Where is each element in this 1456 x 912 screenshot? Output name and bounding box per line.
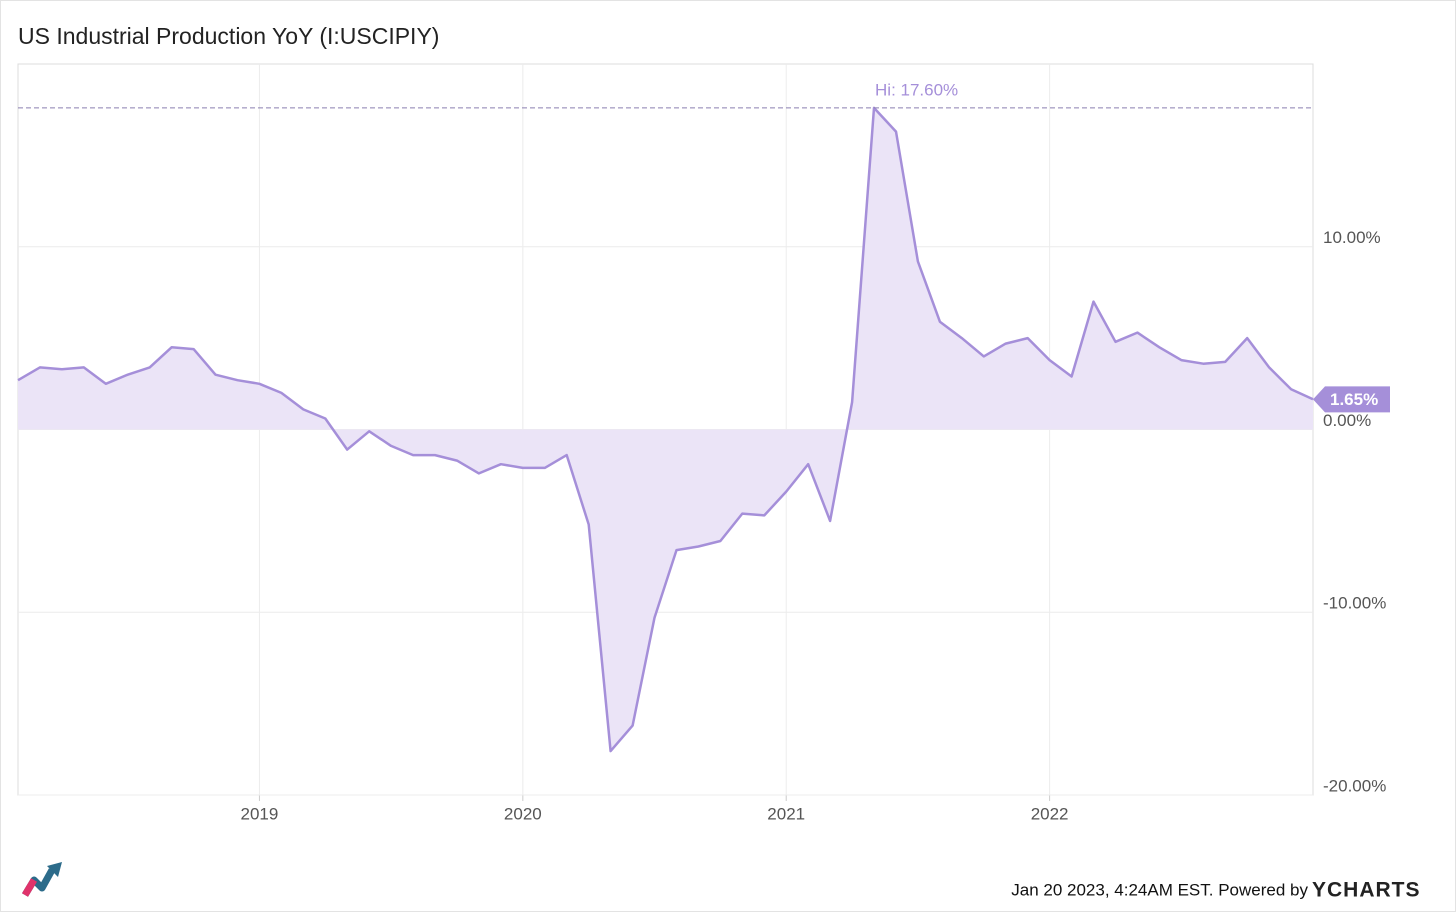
area xyxy=(18,107,1313,752)
y-tick-label: -20.00% xyxy=(1323,776,1386,795)
high-label: Hi: 17.60% xyxy=(875,80,958,99)
last-value-label: 1.65% xyxy=(1330,390,1378,409)
y-tick-label: -10.00% xyxy=(1323,594,1386,613)
chart-title: US Industrial Production YoY (I:USCIPIY) xyxy=(18,23,439,49)
x-tick-label: 2022 xyxy=(1031,804,1069,823)
y-tick-label: 10.00% xyxy=(1323,228,1381,247)
x-tick-label: 2019 xyxy=(241,804,279,823)
y-tick-label: 0.00% xyxy=(1323,411,1371,430)
footer: Jan 20 2023, 4:24AM EST. Powered by xyxy=(1011,880,1308,899)
plot: 2019 2020 2021 2022 10.00% 0.00% -10.00% -20.00… xyxy=(17,63,1390,823)
x-tick-label: 2021 xyxy=(767,804,805,823)
logo xyxy=(21,862,62,897)
x-tick-label: 2020 xyxy=(504,804,542,823)
brand: YCHARTS xyxy=(1312,879,1421,902)
line xyxy=(17,106,1314,753)
last-value-badge xyxy=(1313,386,1390,413)
